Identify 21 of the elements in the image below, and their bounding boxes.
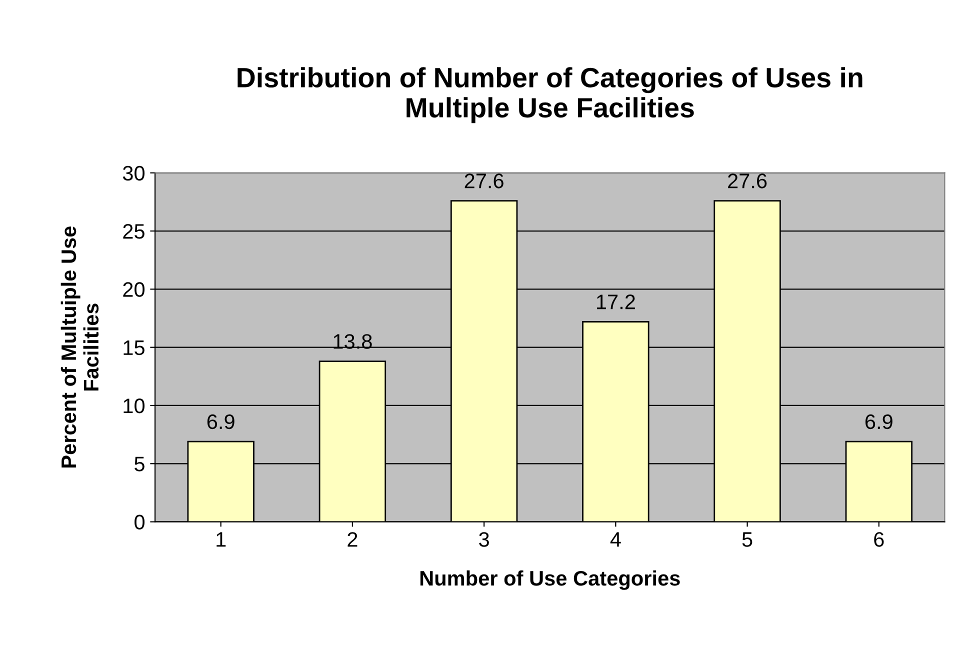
x-tick-label: 5 (742, 532, 752, 547)
data-label: 17.2 (596, 294, 635, 310)
y-axis-title: Percent of Multuiple Use Facilities (60, 226, 99, 468)
data-label: 6.9 (207, 414, 234, 430)
y-tick-label: 10 (124, 398, 145, 414)
x-tick-label: 3 (479, 532, 489, 547)
x-tick-label: 1 (216, 532, 226, 547)
y-tick-label: 0 (134, 514, 145, 530)
x-tick-label: 4 (610, 532, 621, 547)
x-axis-title: Number of Use Categories (420, 570, 680, 590)
data-label: 6.9 (865, 414, 892, 430)
y-tick-label: 20 (123, 282, 145, 297)
y-tick-label: 30 (122, 166, 145, 181)
x-tick-label: 6 (874, 532, 884, 547)
y-tick-label: 5 (134, 456, 144, 472)
y-tick-label: 25 (123, 224, 144, 239)
data-label: 27.6 (464, 174, 504, 188)
x-tick-label: 2 (348, 532, 358, 547)
y-tick-label: 15 (124, 340, 144, 356)
chart-title: Distribution of Number of Categories of Uses in Multiple Use Facilities (238, 67, 862, 124)
data-label: 27.6 (728, 174, 767, 188)
